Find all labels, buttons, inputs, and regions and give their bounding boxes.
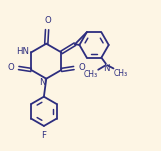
Text: HN: HN — [16, 47, 29, 56]
Text: O: O — [7, 63, 14, 72]
Text: N: N — [39, 78, 46, 87]
Text: F: F — [41, 131, 46, 140]
Text: N: N — [103, 64, 109, 73]
Text: O: O — [79, 63, 85, 72]
Text: O: O — [44, 16, 51, 25]
Text: CH₃: CH₃ — [83, 70, 98, 79]
Text: CH₃: CH₃ — [114, 69, 128, 78]
